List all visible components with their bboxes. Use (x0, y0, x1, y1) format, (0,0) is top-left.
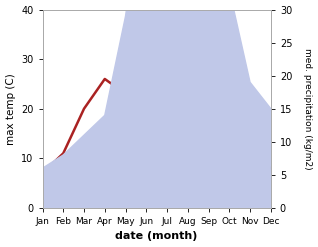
X-axis label: date (month): date (month) (115, 231, 198, 242)
Y-axis label: med. precipitation (kg/m2): med. precipitation (kg/m2) (303, 48, 313, 169)
Y-axis label: max temp (C): max temp (C) (5, 73, 16, 144)
